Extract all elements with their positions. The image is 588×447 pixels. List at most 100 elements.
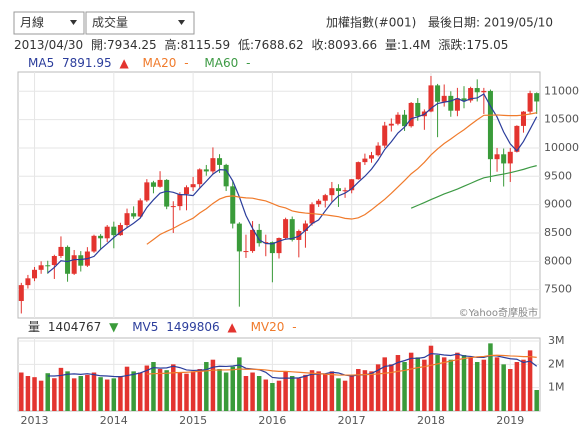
volume-bar bbox=[389, 364, 394, 411]
candle-body bbox=[335, 188, 341, 192]
candle-body bbox=[250, 229, 256, 252]
volume-bar bbox=[104, 379, 110, 411]
volume-bar bbox=[184, 373, 189, 411]
volume-bar bbox=[71, 378, 77, 411]
candle-body bbox=[428, 85, 434, 112]
y-tick-label: 10500 bbox=[544, 113, 579, 126]
candle-body bbox=[230, 186, 236, 224]
volume-bar bbox=[527, 350, 533, 411]
y-tick-label: 11000 bbox=[544, 84, 579, 97]
candle-body bbox=[150, 182, 156, 187]
candle-body bbox=[38, 265, 44, 270]
volume-bar bbox=[521, 359, 526, 411]
volume-bar bbox=[428, 345, 434, 411]
volume-bar bbox=[65, 371, 70, 411]
volume-bar bbox=[204, 362, 209, 411]
candle-body bbox=[18, 285, 24, 301]
select-text[interactable]: 月線 bbox=[20, 15, 44, 30]
volume-bar bbox=[448, 359, 454, 411]
volume-bar bbox=[256, 376, 262, 411]
volume-bar bbox=[369, 371, 374, 411]
candle-body bbox=[203, 169, 209, 172]
volume-bar bbox=[461, 355, 467, 411]
candle-body bbox=[104, 226, 110, 239]
volume-bar bbox=[276, 380, 282, 411]
select-arrow[interactable] bbox=[70, 20, 77, 25]
candle-body bbox=[170, 206, 176, 208]
candle-body bbox=[98, 235, 104, 239]
volume-bar bbox=[190, 371, 196, 411]
y-tick-label: 9000 bbox=[544, 198, 572, 211]
legend-value: - bbox=[184, 56, 188, 70]
select-arrow[interactable] bbox=[178, 20, 185, 25]
candle-body bbox=[494, 154, 500, 160]
volume-bar bbox=[237, 357, 242, 411]
volume-bar bbox=[118, 376, 123, 411]
ma-line bbox=[47, 353, 538, 379]
legend-name: 量 bbox=[28, 320, 40, 334]
volume-bar bbox=[296, 378, 302, 411]
legend-arrow: ▲ bbox=[228, 320, 238, 334]
indicator-select[interactable]: 成交量 bbox=[85, 11, 195, 35]
candle-body bbox=[514, 125, 520, 152]
candle-body bbox=[388, 123, 394, 126]
candle-body bbox=[448, 95, 454, 111]
volume-bar bbox=[289, 376, 295, 411]
x-tick-label: 2017 bbox=[338, 414, 366, 427]
ma-line bbox=[146, 112, 537, 245]
index-name: 加權指數(#001) bbox=[326, 15, 416, 30]
interval-select[interactable]: 月線 bbox=[13, 11, 85, 35]
candle-body bbox=[527, 93, 533, 112]
candle-body bbox=[210, 158, 216, 172]
price-panel bbox=[17, 71, 541, 319]
volume-bar bbox=[91, 372, 97, 411]
ma-line bbox=[410, 165, 537, 209]
volume-bar bbox=[131, 371, 136, 411]
select-box[interactable] bbox=[13, 11, 85, 35]
volume-bar bbox=[382, 357, 387, 411]
volume-bar bbox=[52, 378, 57, 411]
volume-bar bbox=[395, 355, 401, 411]
volume-bar bbox=[323, 373, 328, 411]
select-text[interactable]: 成交量 bbox=[92, 15, 128, 30]
candle-body bbox=[157, 179, 163, 187]
volume-bar bbox=[243, 376, 249, 411]
candle-body bbox=[164, 179, 170, 207]
candle-body bbox=[124, 213, 130, 226]
volume-bar bbox=[230, 366, 235, 411]
volume-bar bbox=[488, 343, 493, 411]
ma-legend: MA5 7891.95 ▲ MA20 - MA60 - bbox=[28, 56, 250, 70]
candle-body bbox=[223, 164, 229, 187]
volume-bar bbox=[217, 369, 222, 411]
candle-body bbox=[65, 246, 71, 274]
volume-bar bbox=[329, 371, 335, 411]
candle-body bbox=[283, 219, 289, 239]
ma-line bbox=[146, 354, 537, 376]
candle-body bbox=[534, 93, 540, 102]
select-box[interactable] bbox=[85, 11, 195, 35]
candle-body bbox=[461, 98, 467, 101]
volume-bar bbox=[375, 364, 381, 411]
candle-body bbox=[454, 98, 460, 111]
quote-line: 2013/04/30 開:7934.25 高:8115.59 低:7688.62… bbox=[14, 37, 508, 52]
candle-body bbox=[269, 242, 275, 254]
x-tick-label: 2014 bbox=[100, 414, 128, 427]
ma-line bbox=[47, 93, 538, 274]
candle-body bbox=[501, 154, 507, 164]
volume-bar bbox=[508, 369, 513, 411]
candle-body bbox=[131, 213, 137, 217]
candle-body bbox=[520, 111, 526, 126]
quote-item: 開:7934.25 bbox=[91, 38, 157, 52]
volume-bar bbox=[309, 370, 315, 411]
candle-body bbox=[177, 194, 183, 207]
candle-body bbox=[111, 226, 117, 236]
candle-body bbox=[362, 158, 368, 163]
legend-name: MA60 bbox=[204, 56, 238, 70]
y-tick-label: 8000 bbox=[544, 254, 572, 267]
volume-bar bbox=[283, 371, 288, 411]
volume-bar bbox=[151, 362, 156, 411]
candle-body bbox=[45, 265, 51, 267]
legend-value: 1404767 bbox=[48, 320, 101, 334]
volume-bar bbox=[468, 357, 473, 411]
